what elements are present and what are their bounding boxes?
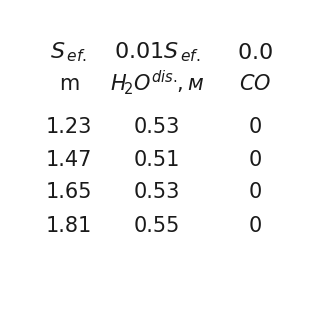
Text: $\mathit{S}_{\,ef.}$: $\mathit{S}_{\,ef.}$: [51, 40, 87, 64]
Text: 1.47: 1.47: [46, 149, 92, 170]
Text: 0: 0: [248, 117, 262, 137]
Text: $\mathit{CO}$: $\mathit{CO}$: [239, 74, 271, 94]
Text: 0.51: 0.51: [134, 149, 180, 170]
Text: 1.23: 1.23: [46, 117, 92, 137]
Text: 0: 0: [248, 182, 262, 203]
Text: 1.65: 1.65: [46, 182, 92, 203]
Text: 0: 0: [248, 216, 262, 236]
Text: $0.0$: $0.0$: [237, 43, 273, 63]
Text: 1.81: 1.81: [46, 216, 92, 236]
Text: $\mathrm{m}$: $\mathrm{m}$: [59, 74, 79, 94]
Text: 0.55: 0.55: [134, 216, 180, 236]
Text: 0.53: 0.53: [134, 182, 180, 203]
Text: $\mathit{H}_{\!2}\mathit{O}^{dis.}\!\mathit{,м}$: $\mathit{H}_{\!2}\mathit{O}^{dis.}\!\mat…: [110, 68, 204, 97]
Text: $0.01\mathit{S}_{\,ef.}$: $0.01\mathit{S}_{\,ef.}$: [114, 40, 200, 64]
Text: 0: 0: [248, 149, 262, 170]
Text: 0.53: 0.53: [134, 117, 180, 137]
